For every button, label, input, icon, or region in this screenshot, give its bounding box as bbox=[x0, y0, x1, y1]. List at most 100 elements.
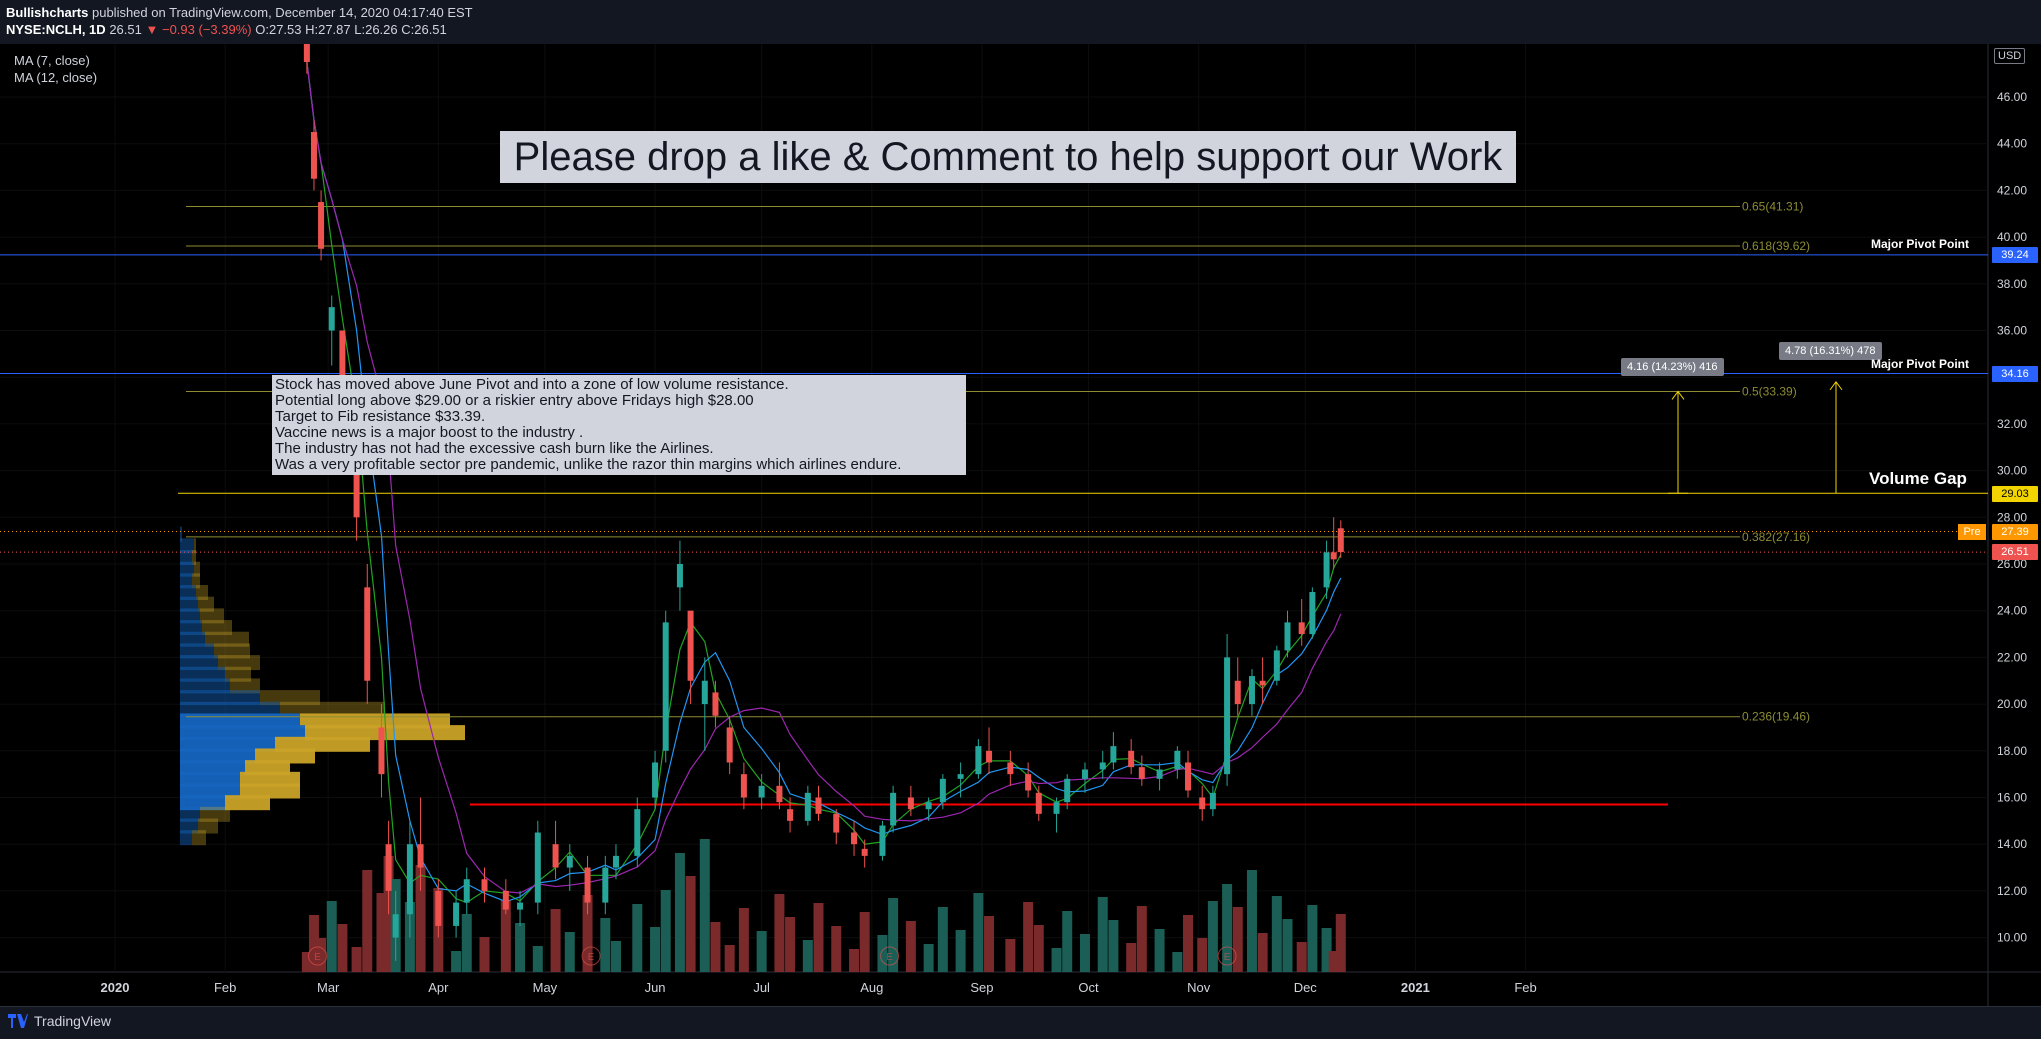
candle-body bbox=[517, 902, 524, 910]
volume-bar bbox=[308, 915, 319, 972]
time-axis[interactable]: 2020 Feb Mar Apr May Jun Jul Aug Sep Oct Nov Dec 202… bbox=[101, 980, 1537, 995]
candle-body bbox=[957, 774, 964, 779]
currency-label[interactable]: USD bbox=[1994, 48, 2026, 64]
earnings-icon bbox=[880, 946, 900, 966]
note-line: Potential long above $29.00 or a riskier… bbox=[275, 392, 754, 409]
candle-body bbox=[435, 890, 442, 926]
vp-down-bar bbox=[192, 550, 196, 565]
vp-up-bar bbox=[180, 783, 240, 799]
candle-body bbox=[787, 809, 794, 821]
note-line: Target to Fib resistance $33.39. bbox=[275, 408, 486, 425]
vp-up-bar bbox=[180, 748, 255, 764]
x-tick-label: Jun bbox=[645, 980, 666, 995]
candle-body bbox=[392, 914, 399, 938]
ma12-legend[interactable]: MA (12, close) bbox=[14, 70, 98, 85]
volume-bar bbox=[582, 895, 593, 972]
vp-down-bar bbox=[192, 573, 200, 589]
volume-bar bbox=[610, 941, 621, 972]
volume-bar bbox=[1005, 939, 1016, 972]
volume-bar bbox=[632, 904, 643, 972]
price-tag-pivot1: 39.24 bbox=[1992, 247, 2038, 263]
y-tick-label: 30.00 bbox=[1997, 464, 2027, 478]
publisher-name[interactable]: Bullishcharts bbox=[6, 5, 89, 20]
volume-bar bbox=[710, 922, 721, 972]
vp-up-bar bbox=[180, 585, 196, 601]
candle-body bbox=[815, 797, 822, 814]
x-tick-label: 2020 bbox=[101, 980, 130, 995]
candle-body bbox=[584, 867, 591, 903]
candle-body bbox=[1035, 792, 1042, 814]
measure-arrowhead-1 bbox=[1671, 390, 1685, 400]
volume-bar bbox=[660, 890, 671, 972]
candle-body bbox=[339, 330, 346, 401]
vp-up-bar bbox=[180, 736, 275, 752]
y-tick-label: 44.00 bbox=[1997, 137, 2027, 151]
candle-body bbox=[1025, 774, 1032, 791]
tradingview-logo[interactable]: TradingView bbox=[8, 1013, 111, 1029]
volume-bar bbox=[1154, 929, 1165, 972]
vp-up-bar bbox=[180, 643, 214, 659]
vp-down-bar bbox=[192, 830, 206, 846]
y-tick-label: 18.00 bbox=[1997, 744, 2027, 758]
brand-text: TradingView bbox=[34, 1013, 112, 1029]
y-tick-label: 16.00 bbox=[1997, 791, 2027, 805]
candle-body bbox=[1234, 680, 1241, 705]
vp-down-bar bbox=[280, 701, 385, 717]
candle-body bbox=[1128, 750, 1135, 768]
candle-body bbox=[975, 746, 982, 775]
volume-bar bbox=[1271, 896, 1282, 972]
y-tick-label: 40.00 bbox=[1997, 230, 2027, 244]
candles bbox=[303, 44, 1344, 961]
candle-body bbox=[833, 813, 840, 833]
volume-bar bbox=[1023, 902, 1034, 972]
volume-bar bbox=[1097, 897, 1108, 972]
candle-body bbox=[1259, 680, 1266, 686]
price-tag-last: 26.51 bbox=[1992, 544, 2038, 560]
volume-bar bbox=[515, 923, 526, 972]
footer-bar: TradingView bbox=[0, 1006, 2041, 1039]
tradingview-icon bbox=[8, 1014, 28, 1028]
candle-body bbox=[1007, 762, 1014, 775]
fib-label: 0.65(41.31) bbox=[1742, 200, 1803, 214]
volume-bar bbox=[351, 947, 362, 972]
volume-bar bbox=[1108, 920, 1119, 972]
last-price: 26.51 bbox=[109, 22, 142, 37]
price-tag-gap: 29.03 bbox=[1992, 486, 2038, 502]
vp-up-bar bbox=[180, 608, 200, 624]
price-chart[interactable]: 0.65(41.31) 0.618(39.62) 0.5(33.39) 0.382(2… bbox=[0, 44, 2041, 1006]
x-tick-label: Dec bbox=[1294, 980, 1318, 995]
candle-body bbox=[986, 750, 993, 763]
x-tick-label: Feb bbox=[214, 980, 236, 995]
volume-bar bbox=[1126, 943, 1137, 972]
vp-up-bar bbox=[180, 771, 240, 787]
candle-body bbox=[676, 564, 683, 588]
x-tick-label: Aug bbox=[860, 980, 883, 995]
note-line: Stock has moved above June Pivot and int… bbox=[275, 376, 789, 393]
candle-body bbox=[406, 844, 413, 915]
candle-body bbox=[1174, 750, 1181, 770]
candle-body bbox=[804, 792, 811, 821]
measure-arrows bbox=[1668, 381, 1843, 494]
volume-bar bbox=[1335, 914, 1346, 972]
analysis-note: Stock has moved above June Pivot and int… bbox=[272, 375, 966, 475]
symbol-name[interactable]: NYSE:NCLH, 1D bbox=[6, 22, 106, 37]
symbol-info: NYSE:NCLH, 1D 26.51 ▼ −0.93 (−3.39%) O:2… bbox=[6, 22, 447, 37]
volume-bar bbox=[1232, 907, 1243, 972]
vp-down-bar bbox=[200, 608, 224, 624]
vp-down-bar bbox=[198, 818, 218, 834]
volume-bar bbox=[685, 876, 696, 972]
candle-body bbox=[851, 832, 858, 845]
volume-bar bbox=[1136, 906, 1147, 972]
vp-up-bar bbox=[180, 655, 218, 671]
ma7-legend[interactable]: MA (7, close) bbox=[14, 53, 90, 68]
candle-body bbox=[907, 797, 914, 810]
x-tick-label: Nov bbox=[1187, 980, 1211, 995]
volume-bar bbox=[337, 924, 348, 972]
vp-down-bar bbox=[240, 783, 300, 799]
vp-up-bar bbox=[180, 760, 245, 776]
candle-body bbox=[1209, 792, 1216, 810]
earnings-icon bbox=[1217, 946, 1237, 966]
vp-down-bar bbox=[200, 806, 230, 822]
measure-label-1: 4.16 (14.23%) 416 bbox=[1621, 358, 1724, 376]
vp-down-bar bbox=[205, 631, 249, 647]
